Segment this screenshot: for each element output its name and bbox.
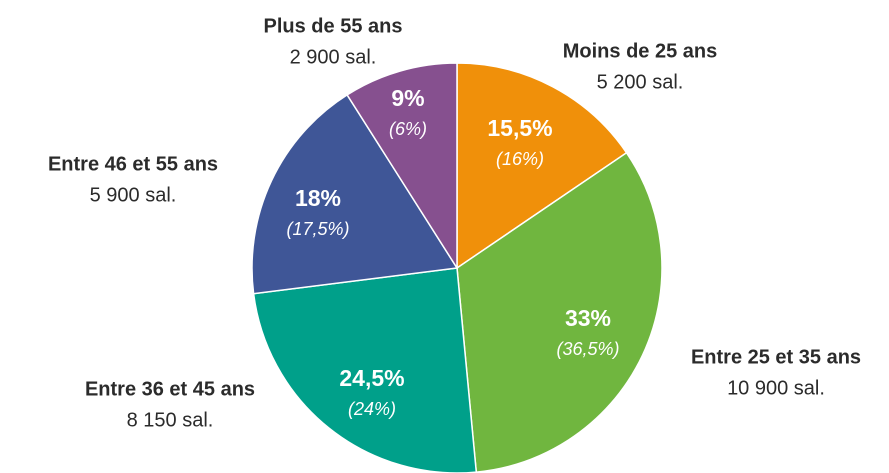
category-label: Entre 46 et 55 ans [48,153,218,175]
slice-previous-percent: (16%) [496,149,544,169]
pie-slice [456,151,663,473]
category-label: Moins de 25 ans [563,40,718,62]
count-label: 5 200 sal. [597,71,684,93]
slice-previous-percent: (24%) [348,399,396,419]
count-label: 10 900 sal. [727,377,825,399]
pie-slice [456,62,628,270]
slice-percent: 18% [295,185,341,211]
category-label: Plus de 55 ans [264,15,403,37]
count-label: 2 900 sal. [290,46,377,68]
pie-slice [346,62,458,271]
count-label: 8 150 sal. [127,409,214,431]
slice-percent: 24,5% [339,365,404,391]
slice-previous-percent: (36,5%) [556,339,619,359]
slice-previous-percent: (17,5%) [286,219,349,239]
slice-previous-percent: (6%) [389,119,427,139]
slice-percent: 33% [565,305,611,331]
pie-slice [252,267,478,473]
category-label: Entre 36 et 45 ans [85,378,255,400]
count-label: 5 900 sal. [90,184,177,206]
category-label: Entre 25 et 35 ans [691,346,861,368]
slice-percent: 9% [391,85,424,111]
pie-slice [251,93,459,295]
slice-percent: 15,5% [487,115,552,141]
